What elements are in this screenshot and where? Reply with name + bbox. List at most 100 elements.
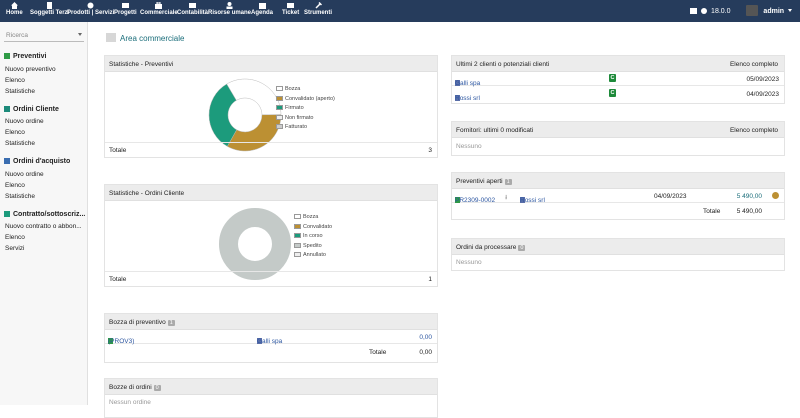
nav-label: Progetti [114, 10, 137, 16]
nav-strumenti[interactable]: Strumenti [304, 1, 333, 16]
customer-badge: C [609, 74, 616, 82]
sidebar-item-elenco-contratti[interactable]: Elenco [5, 234, 25, 241]
panel-header: Fornitori: ultimi 0 modificati Elenco com… [452, 122, 784, 138]
nav-label: Soggetti Terzi [30, 10, 70, 16]
page-title: Area commerciale [106, 33, 184, 43]
panel-header: Ultimi 2 clienti o potenziali clienti Ele… [452, 56, 784, 72]
wrench-icon [314, 1, 322, 9]
sidebar-item-servizi[interactable]: Servizi [5, 245, 25, 252]
panel-title: Statistiche - Preventivi [109, 61, 174, 68]
nav-contabilita[interactable]: Contabilità [177, 2, 208, 16]
preventivi-pie-chart [208, 78, 282, 152]
quote-icon [108, 338, 113, 344]
full-list-link[interactable]: Elenco completo [729, 61, 778, 68]
legend-label: Bozza [303, 214, 319, 220]
count-badge: 0 [153, 385, 161, 391]
stats-preventivi-panel: Statistiche - Preventivi Bozza Convalidat… [104, 55, 438, 158]
status-dot [772, 192, 779, 199]
bozze-ordini-panel: Bozze di ordini 0 Nessun ordine [104, 378, 438, 418]
legend-swatch [294, 252, 301, 257]
download-icon[interactable]: ⭳ [505, 194, 508, 201]
sidebar-section-ordini-acquisto[interactable]: Ordini d'acquisto [4, 158, 70, 165]
panel-header: Preventivi aperti 1 [452, 173, 784, 189]
count-badge: 1 [167, 320, 175, 326]
cube-icon [87, 2, 94, 9]
table-row[interactable]: Galli spa C 05/09/2023 [452, 72, 784, 87]
total-row: Totale 3 [105, 142, 437, 156]
building-icon [455, 95, 460, 101]
sidebar-item-nuovo-contratto[interactable]: Nuovo contratto o abbon... [5, 223, 82, 230]
sidebar-section-label: Ordini Cliente [13, 106, 59, 113]
nav-commerciale[interactable]: Commerciale [140, 1, 178, 16]
legend-swatch [276, 95, 283, 101]
legend-item: Firmato [276, 105, 304, 111]
total-value: 0,00 [419, 349, 432, 356]
total-value: 3 [428, 147, 432, 154]
chevron-down-icon[interactable] [78, 33, 82, 36]
pie-slice-firmato [208, 83, 237, 147]
version-label: 18.0.0 [711, 8, 731, 15]
nav-progetti[interactable]: Progetti [114, 2, 137, 16]
panel-header: Bozza di preventivo 1 [105, 314, 437, 330]
legend-swatch [276, 86, 283, 91]
total-value: 5 490,00 [736, 208, 762, 215]
customer-badge: C [609, 89, 616, 97]
sidebar-item-nuovo-ordine[interactable]: Nuovo ordine [5, 118, 44, 125]
sidebar-section-ordini-cliente[interactable]: Ordini Cliente [4, 106, 59, 113]
building-icon [46, 2, 53, 9]
search-input[interactable]: Ricerca [4, 30, 84, 42]
date: 04/09/2023 [746, 91, 779, 98]
user-name[interactable]: admin [763, 8, 785, 15]
count-badge: 0 [518, 245, 526, 251]
sidebar-section-preventivi[interactable]: Preventivi [4, 53, 46, 60]
legend-label: Convalidato (aperto) [285, 95, 335, 102]
pie-slice-spedito [219, 208, 291, 280]
table-row[interactable]: Rossi srl C 04/09/2023 [452, 87, 784, 102]
sidebar-item-nuovo-preventivo[interactable]: Nuovo preventivo [5, 66, 56, 73]
table-row[interactable]: PR2309-0002 ⭳ Rossi srl 04/09/2023 5 490… [452, 189, 784, 204]
nav-agenda[interactable]: Agenda [251, 2, 273, 16]
total-label: Totale [109, 276, 127, 283]
client-name: Galli spa [257, 338, 283, 345]
panel-title: Ultimi 2 clienti o potenziali clienti [456, 61, 550, 68]
date: 04/09/2023 [654, 193, 687, 200]
sidebar-item-elenco-ordini[interactable]: Elenco [5, 129, 25, 136]
nav-label: Commerciale [140, 10, 178, 16]
legend-swatch [276, 105, 283, 110]
nav-label: Strumenti [304, 10, 333, 16]
panel-header: Statistiche - Preventivi [105, 56, 437, 72]
ordini-pie-chart [219, 208, 291, 280]
client-name: Galli spa [455, 80, 481, 87]
print-icon[interactable] [690, 8, 698, 14]
nav-ticket[interactable]: Ticket [282, 2, 299, 16]
sidebar-item-elenco-preventivi[interactable]: Elenco [5, 77, 25, 84]
empty-row: Nessun ordine [105, 395, 437, 409]
legend-item: Non firmato [276, 114, 313, 121]
sidebar-item-nuovo-ordine-acquisto[interactable]: Nuovo ordine [5, 171, 44, 178]
panel-title: Statistiche - Ordini Cliente [109, 190, 185, 197]
avatar[interactable] [746, 5, 759, 16]
amount: 0,00 [419, 334, 432, 341]
legend-label: Fatturato [285, 124, 308, 130]
nav-label: Risorse umane [208, 10, 252, 16]
nav-prodotti-servizi[interactable]: Prodotti | Servizi [67, 2, 114, 16]
quote-icon [4, 53, 10, 59]
sidebar-item-statistiche-ordini[interactable]: Statistiche [5, 140, 35, 147]
full-list-link[interactable]: Elenco completo [729, 127, 778, 134]
sidebar-item-statistiche-ordini-acquisto[interactable]: Statistiche [5, 193, 35, 200]
panel-header: Statistiche - Ordini Cliente [105, 185, 437, 201]
nav-home[interactable]: Home [6, 2, 23, 16]
sidebar-item-elenco-ordini-acquisto[interactable]: Elenco [5, 182, 25, 189]
table-row[interactable]: (PROV3) Galli spa 0,00 [105, 330, 437, 345]
chevron-down-icon[interactable] [788, 9, 792, 12]
nav-risorse-umane[interactable]: Risorse umane [208, 2, 251, 16]
help-icon[interactable] [701, 8, 708, 14]
panel-title: Preventivi aperti [456, 178, 503, 185]
nav-soggetti-terzi[interactable]: Soggetti Terzi [30, 2, 69, 16]
sidebar-item-statistiche-preventivi[interactable]: Statistiche [5, 88, 35, 95]
total-row: Totale 5 490,00 [452, 204, 784, 218]
pie-slice-convalidato-aperto [226, 114, 282, 152]
pie-slice-bozza [226, 78, 282, 116]
ordini-processare-panel: Ordini da processare 0 Nessuno [451, 238, 785, 271]
sidebar-section-contratti[interactable]: Contratto/sottoscriz... [4, 211, 85, 218]
